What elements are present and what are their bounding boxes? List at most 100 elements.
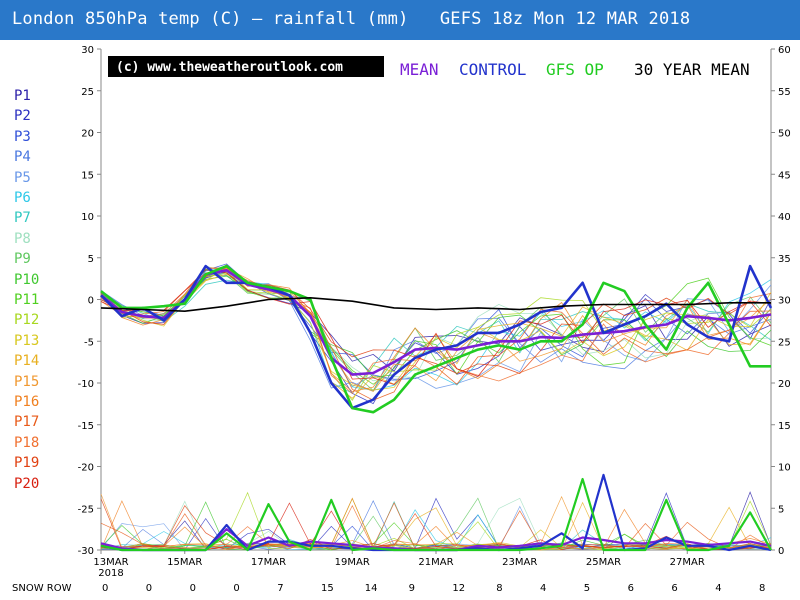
member-label: P8 bbox=[14, 230, 31, 247]
y-right-tick-label: 15 bbox=[778, 421, 791, 432]
y-left-tick-label: -15 bbox=[78, 421, 94, 432]
member-label: P6 bbox=[14, 190, 31, 206]
member-label: P17 bbox=[14, 414, 40, 431]
legend-gfs-op: GFS OP bbox=[546, 60, 604, 79]
y-right-tick-label: 25 bbox=[778, 337, 791, 348]
member-label: P16 bbox=[14, 394, 40, 410]
series-line bbox=[100, 477, 772, 552]
member-rain-line bbox=[100, 497, 772, 551]
member-temp-line bbox=[100, 275, 772, 378]
series-line bbox=[100, 268, 772, 376]
y-left-tick-label: 10 bbox=[81, 212, 94, 223]
member-label: P1 bbox=[14, 88, 31, 104]
member-label: P13 bbox=[14, 332, 40, 349]
y-left-tick-label: -10 bbox=[78, 379, 94, 390]
member-label: P14 bbox=[14, 353, 40, 370]
y-left-tick-label: 0 bbox=[88, 296, 94, 307]
member-temp-line bbox=[100, 273, 772, 399]
y-left-tick-label: 25 bbox=[81, 87, 94, 98]
y-right-tick-label: 10 bbox=[778, 463, 791, 474]
x-tick-label: 15MAR bbox=[167, 557, 202, 568]
member-label: P3 bbox=[14, 128, 31, 145]
y-right-tick-label: 5 bbox=[778, 504, 784, 515]
member-label: P9 bbox=[14, 251, 31, 268]
member-label: P5 bbox=[14, 169, 31, 186]
member-label: P20 bbox=[14, 475, 40, 492]
y-right-tick-label: 45 bbox=[778, 170, 791, 181]
member-temp-line bbox=[100, 267, 772, 405]
snow-row-value: 8 bbox=[759, 583, 766, 594]
member-rain-line bbox=[100, 502, 772, 551]
series-line bbox=[100, 296, 771, 313]
axes: 302520151050-5-10-15-20-25-3060555045403… bbox=[78, 45, 791, 579]
snow-row-label: SNOW ROW bbox=[12, 583, 72, 594]
snow-row-value: 5 bbox=[583, 583, 591, 594]
member-label: P2 bbox=[14, 108, 31, 125]
member-rain-line bbox=[100, 498, 772, 550]
copyright-box bbox=[108, 56, 384, 77]
series-line bbox=[100, 264, 771, 414]
y-right-tick-label: 60 bbox=[778, 45, 791, 56]
x-tick-label: 13MAR bbox=[93, 557, 128, 568]
snow-row-value: 0 bbox=[233, 583, 240, 594]
snow-row-value: 6 bbox=[627, 583, 634, 594]
snow-row-value: 0 bbox=[145, 583, 153, 594]
snow-row-value: 14 bbox=[364, 583, 378, 594]
y-left-tick-label: -25 bbox=[78, 504, 94, 515]
snow-row-value: 8 bbox=[496, 583, 503, 594]
y-right-tick-label: 55 bbox=[778, 87, 791, 98]
y-left-tick-label: 15 bbox=[81, 170, 94, 181]
x-tick-label: 19MAR bbox=[335, 557, 370, 568]
main-series bbox=[100, 264, 773, 552]
member-label: P10 bbox=[14, 271, 40, 288]
y-left-tick-label: -20 bbox=[78, 463, 94, 474]
snow-row-value: 4 bbox=[715, 583, 722, 594]
legend-mean: MEAN bbox=[400, 60, 439, 79]
snow-row-value: 0 bbox=[189, 583, 196, 594]
member-temp-line bbox=[100, 274, 772, 391]
member-label: P11 bbox=[14, 292, 40, 308]
member-temp-line bbox=[100, 267, 772, 391]
member-temp-line bbox=[100, 272, 772, 392]
title-bar: London 850hPa temp (C) — rainfall (mm) G… bbox=[0, 0, 800, 40]
x-tick-label: 21MAR bbox=[418, 557, 453, 568]
x-tick-label: 2018 bbox=[98, 568, 123, 579]
chart-title: London 850hPa temp (C) — rainfall (mm) G… bbox=[12, 9, 691, 29]
member-temp-line bbox=[100, 270, 772, 372]
y-left-tick-label: -5 bbox=[84, 337, 94, 348]
member-rain-line bbox=[100, 492, 772, 551]
y-left-tick-label: 20 bbox=[81, 129, 94, 140]
y-right-tick-label: 50 bbox=[778, 129, 791, 140]
legend-control: CONTROL bbox=[459, 60, 526, 79]
member-rain-line bbox=[100, 497, 772, 551]
y-right-tick-label: 35 bbox=[778, 254, 791, 265]
y-left-tick-label: 5 bbox=[88, 254, 94, 265]
copyright-text: (c) www.theweatheroutlook.com bbox=[116, 60, 343, 75]
snow-row-value: 9 bbox=[408, 583, 415, 594]
snow-row-value: 4 bbox=[540, 583, 547, 594]
y-left-tick-label: 30 bbox=[81, 45, 94, 56]
member-rain-line bbox=[100, 493, 772, 551]
y-right-tick-label: 0 bbox=[778, 546, 784, 557]
y-right-tick-label: 30 bbox=[778, 296, 791, 307]
x-tick-label: 25MAR bbox=[586, 557, 621, 568]
member-label: P18 bbox=[14, 434, 40, 451]
snow-row-value: 7 bbox=[277, 583, 284, 594]
member-rain-line bbox=[100, 497, 772, 551]
snow-row-value: 0 bbox=[102, 583, 109, 594]
y-right-tick-label: 40 bbox=[778, 212, 791, 223]
member-label: P15 bbox=[14, 373, 40, 390]
member-temp-line bbox=[100, 267, 772, 395]
member-label: P4 bbox=[14, 149, 31, 166]
snow-row-value: 6 bbox=[671, 583, 678, 594]
member-label: P12 bbox=[14, 312, 40, 329]
member-rain-line bbox=[100, 502, 772, 550]
x-tick-label: 27MAR bbox=[670, 557, 705, 568]
y-right-tick-label: 20 bbox=[778, 379, 791, 390]
snow-row-value: 15 bbox=[321, 583, 334, 594]
legend-30-year-mean: 30 YEAR MEAN bbox=[634, 60, 750, 79]
y-left-tick-label: -30 bbox=[78, 546, 94, 557]
x-tick-label: 23MAR bbox=[502, 557, 537, 568]
x-tick-label: 17MAR bbox=[251, 557, 286, 568]
